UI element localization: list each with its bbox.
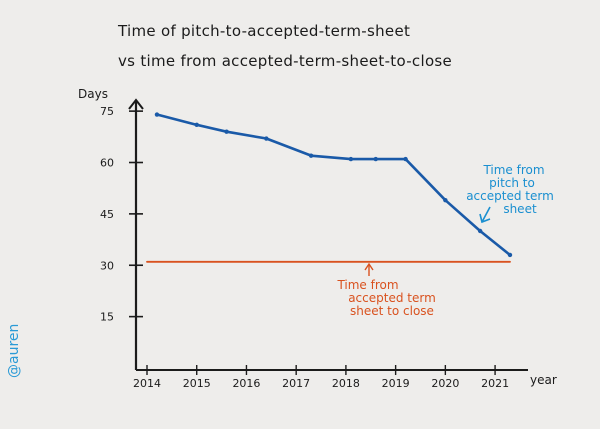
- blue-annotation-arrow: [481, 206, 491, 223]
- x-tick-label: 2019: [382, 377, 410, 390]
- y-tick-label: 45: [100, 208, 114, 221]
- y-ticks: 15 30 45 60 75: [100, 105, 143, 324]
- x-tick-label: 2021: [481, 377, 509, 390]
- data-point: [154, 112, 160, 117]
- y-tick-label: 75: [100, 105, 114, 118]
- x-axis-title: year: [530, 373, 557, 387]
- data-point: [264, 136, 269, 141]
- orange-annotation-line: Time from: [336, 278, 398, 292]
- x-tick-label: 2020: [431, 377, 459, 390]
- series-line: [155, 113, 512, 257]
- data-point: [403, 156, 408, 162]
- x-tick-label: 2014: [133, 377, 161, 390]
- orange-annotation-line: accepted term: [348, 291, 436, 305]
- data-point: [224, 129, 229, 134]
- orange-annotation-line: sheet to close: [350, 304, 434, 318]
- data-point: [373, 156, 378, 162]
- chart-title-line2: vs time from accepted-term-sheet-to-clos…: [118, 52, 452, 70]
- y-tick-label: 30: [100, 259, 114, 272]
- x-ticks: 2014 2015 2016 2017 2018 2019 2020 2021: [133, 365, 509, 390]
- data-point: [194, 122, 199, 128]
- orange-annotation-arrowhead: [364, 262, 374, 271]
- blue-annotation-line: Time from: [482, 163, 544, 177]
- blue-annotation-line: sheet: [503, 202, 537, 216]
- data-point: [477, 228, 483, 234]
- y-axis-arrow: [128, 98, 144, 110]
- data-point: [443, 197, 448, 203]
- data-point: [308, 153, 314, 158]
- y-axis-title: Days: [78, 87, 108, 101]
- x-tick-label: 2017: [282, 377, 310, 390]
- y-tick-label: 60: [100, 157, 114, 170]
- data-point: [507, 252, 513, 258]
- series-group: [146, 112, 513, 263]
- x-tick-label: 2018: [332, 377, 360, 390]
- data-point: [348, 156, 354, 162]
- y-tick-label: 15: [100, 311, 114, 324]
- blue-annotation-line: pitch to: [489, 176, 535, 190]
- blue-annotation-arrowhead: [479, 213, 491, 224]
- blue-annotation-line: accepted term: [466, 189, 554, 203]
- chart-title-line1: Time of pitch-to-accepted-term-sheet: [117, 22, 410, 40]
- x-tick-label: 2015: [183, 377, 211, 390]
- author-signature: @auren: [6, 324, 22, 378]
- x-tick-label: 2016: [232, 377, 260, 390]
